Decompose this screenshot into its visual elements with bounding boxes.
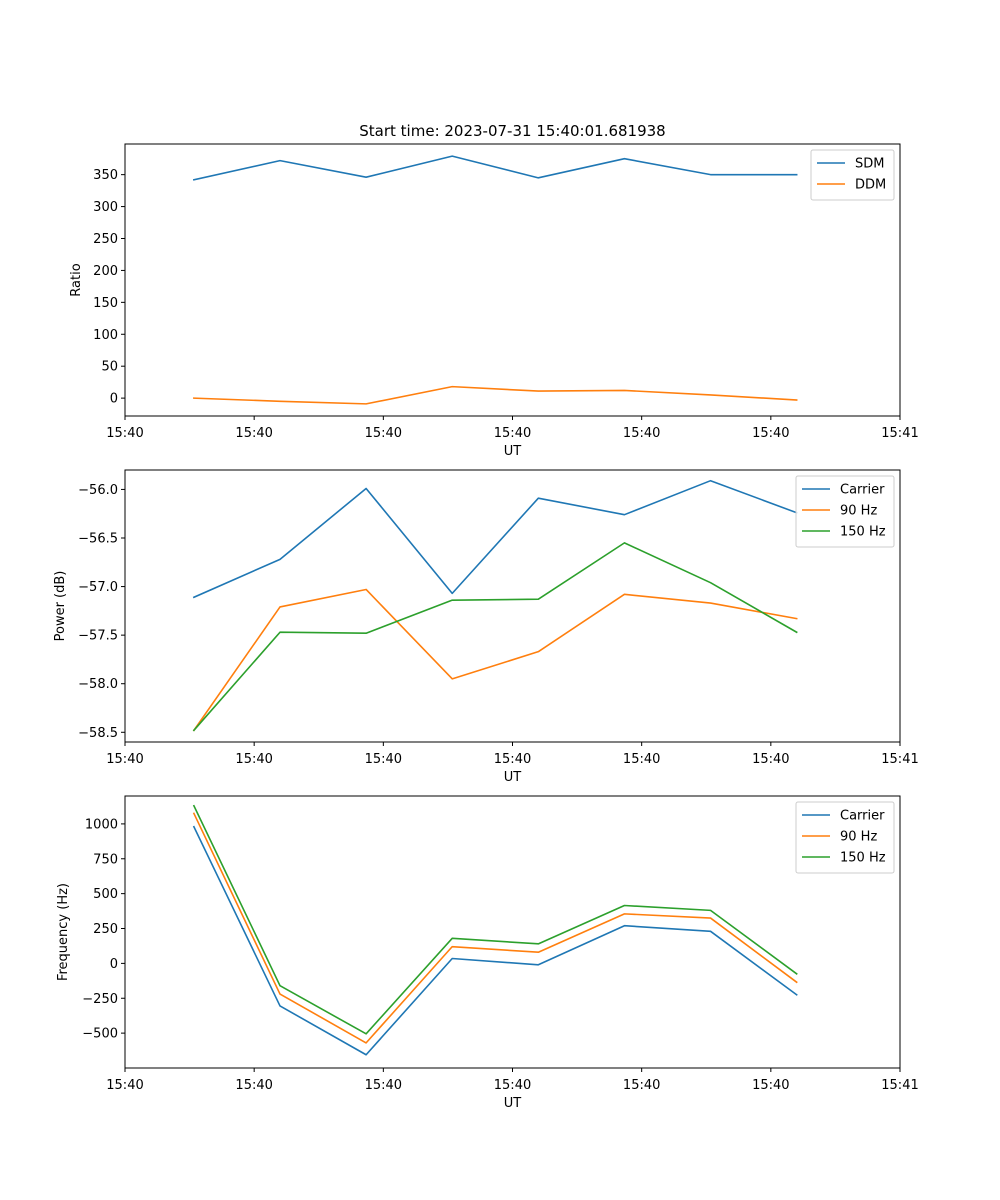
chart-2-y-tick-label-6: 1000: [85, 817, 118, 832]
chart-2-legend-label-2: 150 Hz: [840, 851, 886, 866]
chart-1-x-tick-label-3: 15:40: [494, 752, 531, 767]
chart-2-series-1-line: [192, 812, 798, 1044]
chart-panels: 15:40 15:40 15:40 15:40 15:40 15:40 15:41 0 50 10…: [53, 143, 919, 1111]
chart-2-x-tick-label-4: 15:40: [623, 1078, 660, 1093]
chart-1-x-tick-label-0: 15:40: [106, 752, 143, 767]
chart-0-legend: SDM DDM: [810, 149, 895, 201]
chart-0-series-1-line: [193, 385, 798, 405]
chart-1-legend: Carrier 90 Hz 150 Hz: [795, 475, 895, 548]
chart-2-y-tick-label-3: 250: [93, 922, 118, 937]
chart-0-panel: 15:40 15:40 15:40 15:40 15:40 15:40 15:41 0 50 10…: [69, 143, 919, 459]
chart-0-y-tick-label-2: 100: [93, 328, 118, 343]
chart-2-x-tick-label-0: 15:40: [106, 1078, 143, 1093]
chart-1-legend-label-1: 90 Hz: [840, 504, 877, 519]
chart-2-series-0-line: [192, 825, 798, 1056]
chart-0-y-tick-label-7: 350: [93, 168, 118, 183]
chart-0-legend-label-1: DDM: [855, 178, 886, 193]
chart-1-y-axis-label: Power (dB): [53, 571, 68, 642]
chart-1-legend-label-2: 150 Hz: [840, 525, 886, 540]
chart-2-x-tick-label-6: 15:41: [881, 1078, 918, 1093]
chart-2-x-tick-label-5: 15:40: [752, 1078, 789, 1093]
chart-0-x-tick-label-0: 15:40: [106, 426, 143, 441]
chart-2-legend-label-0: Carrier: [840, 809, 885, 824]
chart-1-x-tick-label-1: 15:40: [235, 752, 272, 767]
chart-1-x-axis-label: UT: [504, 770, 522, 785]
chart-2-x-tick-label-2: 15:40: [365, 1078, 402, 1093]
chart-2-y-tick-label-2: 0: [110, 957, 118, 972]
chart-2-legend-label-1: 90 Hz: [840, 830, 877, 845]
chart-0-x-tick-label-6: 15:41: [881, 426, 918, 441]
chart-0-y-tick-label-3: 150: [93, 296, 118, 311]
chart-1-series-2-line: [192, 542, 798, 732]
chart-0-x-axis-label: UT: [504, 444, 522, 459]
chart-1-y-tick-label-5: −56.0: [78, 483, 118, 498]
chart-1-x-tick-label-4: 15:40: [623, 752, 660, 767]
chart-2-legend: Carrier 90 Hz 150 Hz: [795, 801, 895, 874]
chart-2-x-axis-label: UT: [504, 1096, 522, 1111]
chart-0-y-tick-label-6: 300: [93, 200, 118, 215]
chart-2-y-tick-label-5: 750: [93, 852, 118, 867]
chart-0-x-tick-label-5: 15:40: [752, 426, 789, 441]
chart-1-y-tick-label-2: −57.5: [78, 629, 118, 644]
chart-1-series-0-line: [192, 479, 798, 599]
chart-1-y-tick-label-1: −58.0: [78, 677, 118, 692]
chart-0-x-tick-label-1: 15:40: [235, 426, 272, 441]
chart-2-y-axis-label: Frequency (Hz): [56, 883, 71, 981]
chart-1-x-tick-label-6: 15:41: [881, 752, 918, 767]
chart-1-y-tick-label-3: −57.0: [78, 580, 118, 595]
chart-title: Start time: 2023-07-31 15:40:01.681938: [359, 122, 665, 140]
chart-0-y-tick-label-0: 0: [110, 392, 118, 407]
chart-1-x-tick-label-5: 15:40: [752, 752, 789, 767]
chart-0-y-tick-label-4: 200: [93, 264, 118, 279]
chart-0-x-tick-label-2: 15:40: [365, 426, 402, 441]
chart-1-legend-label-0: Carrier: [840, 483, 885, 498]
chart-0-x-tick-label-4: 15:40: [623, 426, 660, 441]
chart-0-x-tick-label-3: 15:40: [494, 426, 531, 441]
chart-1-legend-box: [795, 475, 895, 548]
chart-2-x-tick-label-1: 15:40: [235, 1078, 272, 1093]
chart-0-series-0-line: [192, 155, 798, 181]
chart-2-y-tick-label-4: 500: [93, 887, 118, 902]
chart-0-y-tick-label-5: 250: [93, 232, 118, 247]
chart-2-y-tick-label-1: −250: [82, 992, 118, 1007]
chart-1-x-tick-label-2: 15:40: [365, 752, 402, 767]
chart-1-y-tick-label-0: −58.5: [78, 726, 118, 741]
chart-2-y-tick-label-0: −500: [82, 1027, 118, 1042]
chart-2-x-tick-label-3: 15:40: [494, 1078, 531, 1093]
chart-0-y-tick-label-1: 50: [101, 360, 118, 375]
chart-0-legend-label-0: SDM: [855, 157, 884, 172]
chart-1-series-1-line: [192, 588, 798, 732]
chart-2-panel: 15:40 15:40 15:40 15:40 15:40 15:40 15:41 −500 −…: [56, 795, 919, 1111]
chart-0-y-axis-label: Ratio: [69, 263, 84, 296]
chart-2-legend-box: [795, 801, 895, 874]
chart-1-panel: 15:40 15:40 15:40 15:40 15:40 15:40 15:41 −58.5…: [53, 469, 919, 785]
chart-2-series-2-line: [192, 804, 798, 1035]
chart-1-y-tick-label-4: −56.5: [78, 532, 118, 547]
